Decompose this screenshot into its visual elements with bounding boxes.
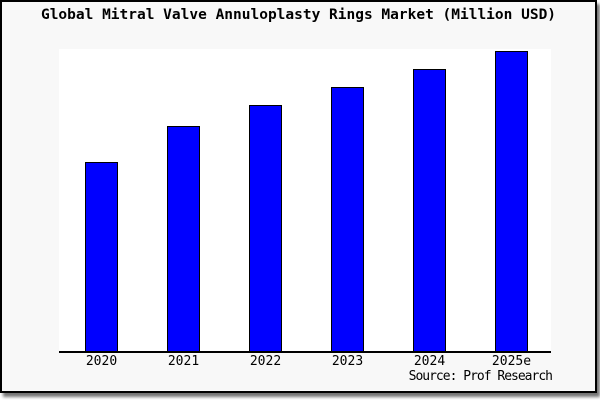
x-tick-label-2025e: 2025e — [491, 354, 532, 369]
bar-2022 — [249, 105, 282, 351]
plot-area — [59, 49, 551, 353]
x-tick-label-2024: 2024 — [413, 354, 446, 369]
bar-2023 — [331, 87, 364, 351]
source-label: Source: Prof Research — [408, 369, 553, 384]
chart-title: Global Mitral Valve Annuloplasty Rings M… — [40, 7, 557, 23]
bar-2020 — [85, 162, 118, 351]
bar-2025e — [495, 51, 528, 351]
x-tick-label-2022: 2022 — [249, 354, 282, 369]
chart-frame: Global Mitral Valve Annuloplasty Rings M… — [0, 0, 597, 393]
x-tick-label-2021: 2021 — [167, 354, 200, 369]
bar-2021 — [167, 126, 200, 351]
bar-2024 — [413, 69, 446, 351]
x-tick-label-2020: 2020 — [85, 354, 118, 369]
x-tick-label-2023: 2023 — [331, 354, 364, 369]
